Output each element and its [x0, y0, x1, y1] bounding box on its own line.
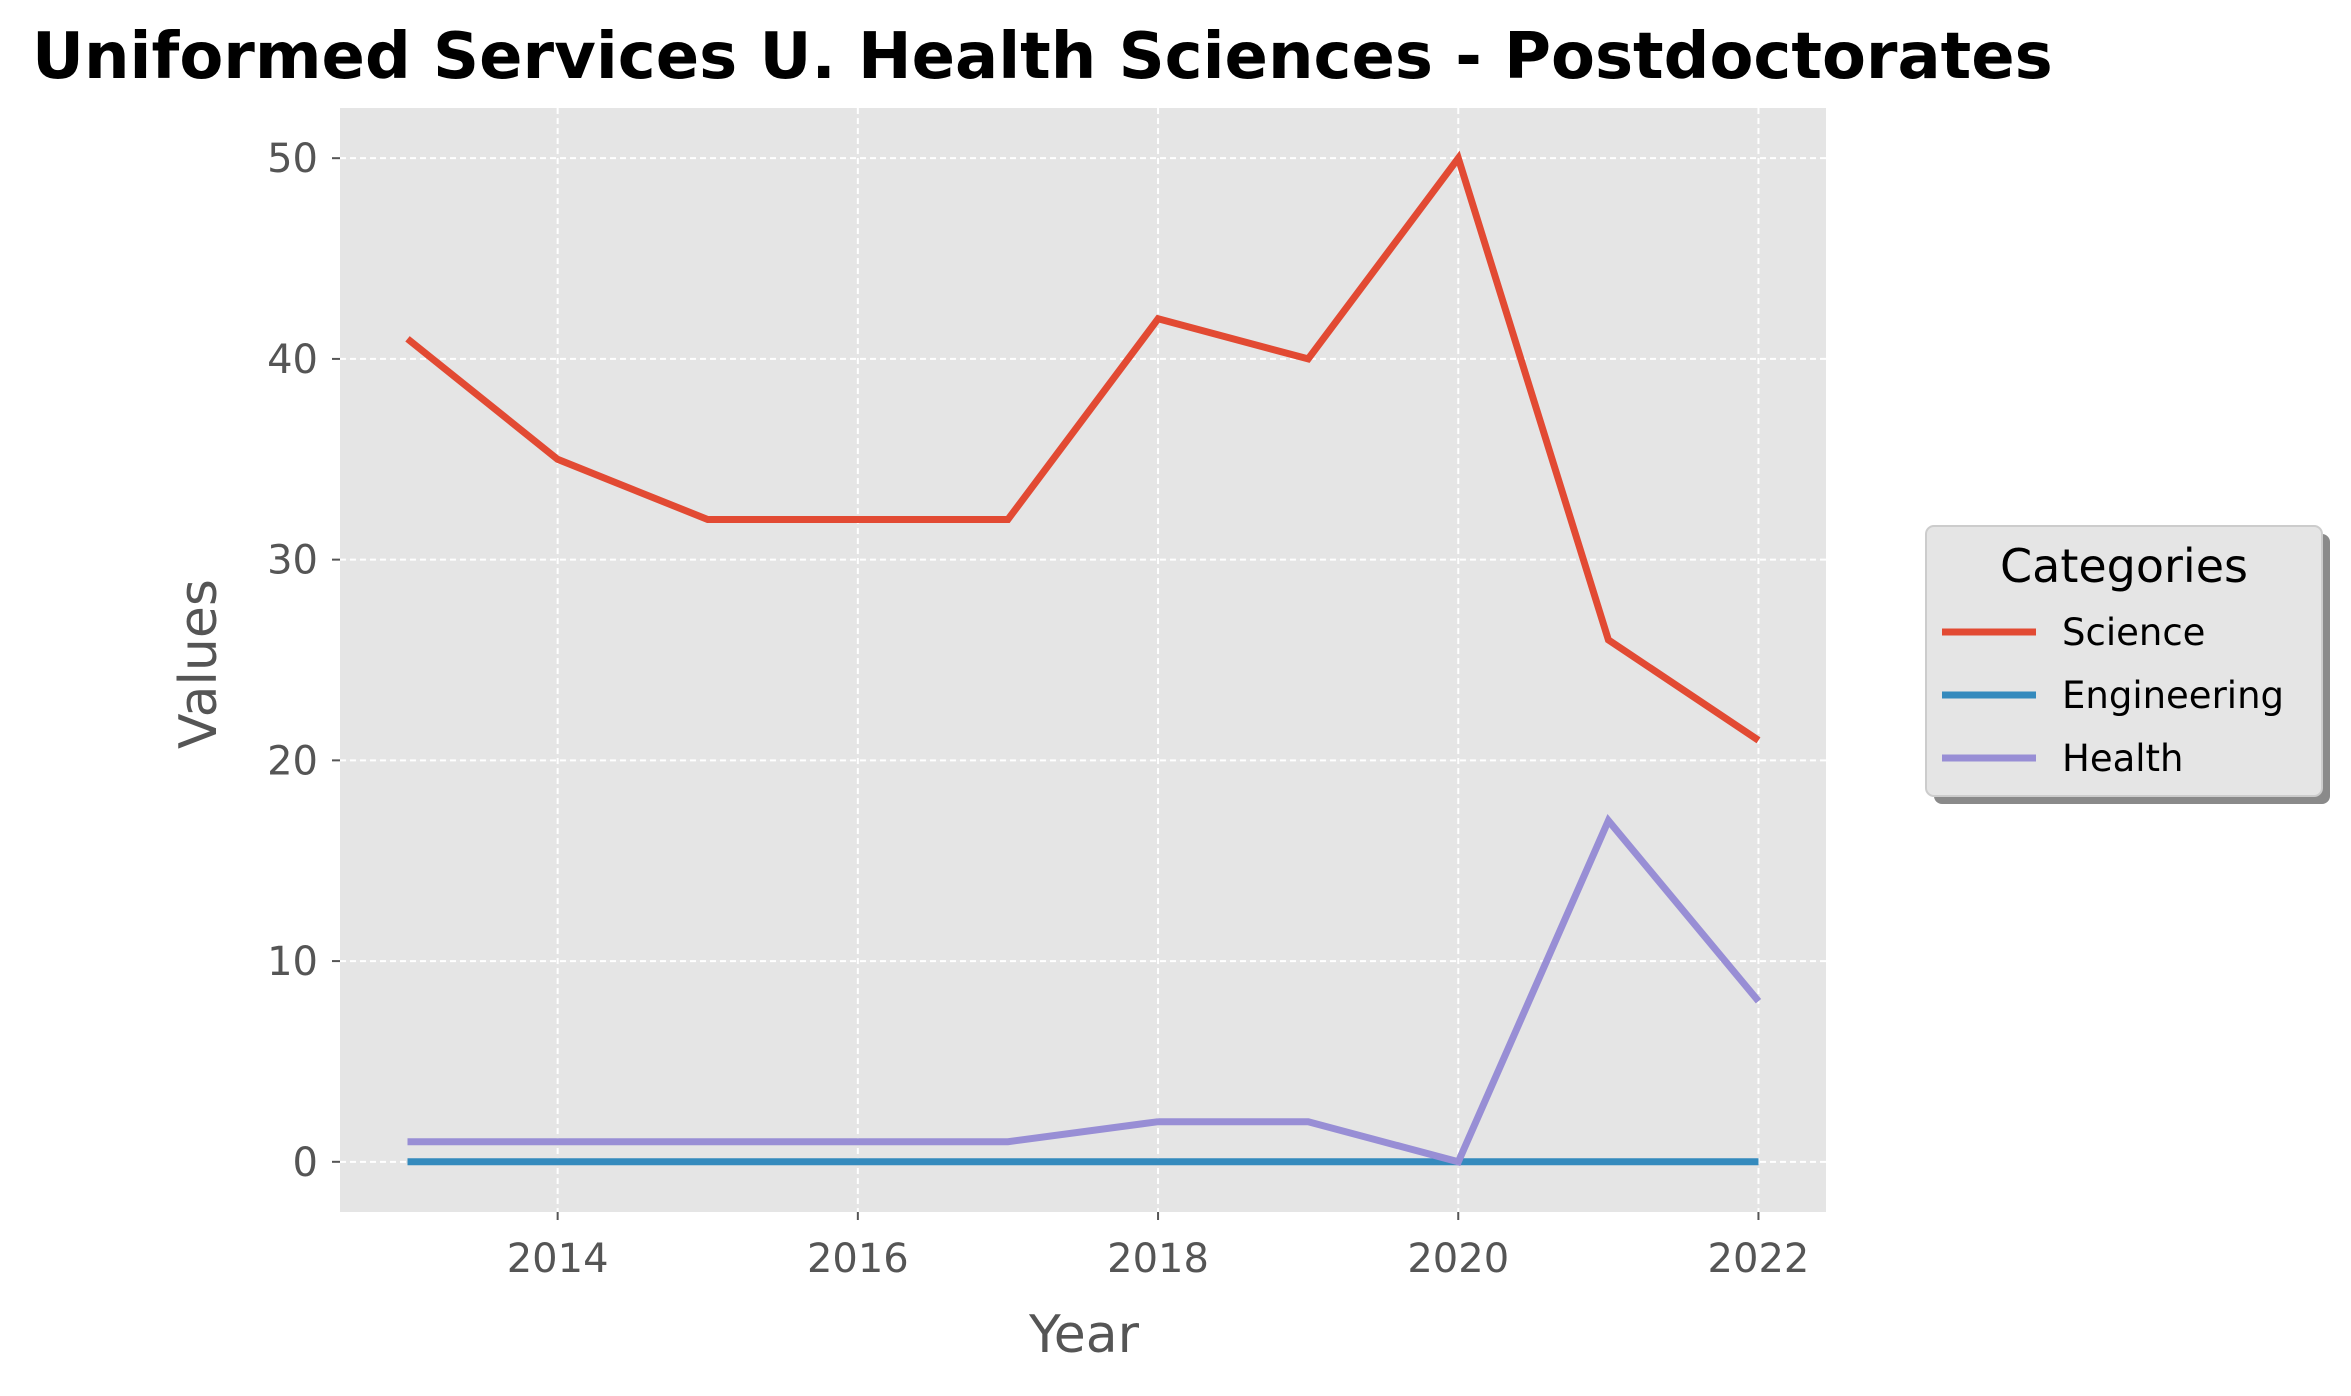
legend-label-science: Science [2062, 611, 2205, 654]
x-tick-label: 2018 [1107, 1236, 1209, 1282]
x-axis-label: Year [1028, 1305, 1140, 1365]
y-tick-label: 40 [267, 337, 318, 383]
y-tick-label: 10 [267, 939, 318, 985]
y-tick-label: 20 [267, 738, 318, 784]
legend-title: Categories [2000, 539, 2248, 593]
y-tick-label: 30 [267, 538, 318, 584]
legend: Categories Science Engineering Health [1925, 525, 2330, 804]
x-tick-label: 2014 [507, 1236, 609, 1282]
legend-items: Science Engineering Health [1942, 611, 2284, 780]
y-tick-label: 0 [293, 1140, 318, 1186]
series-line-science [405, 150, 1761, 744]
plot-area [340, 108, 1826, 1212]
chart-title: Uniformed Services U. Health Sciences - … [32, 20, 2053, 94]
series-line-health [407, 814, 1762, 1166]
y-axis-label: Values [169, 579, 229, 749]
legend-box [1925, 525, 2323, 797]
legend-label-engineering: Engineering [2062, 674, 2284, 717]
x-tick-label: 2020 [1407, 1236, 1509, 1282]
y-axis-ticks: 0 10 20 30 40 50 [267, 136, 340, 1186]
series-lines [405, 150, 1762, 1166]
x-tick-label: 2016 [807, 1236, 909, 1282]
x-axis-ticks: 2014 2016 2018 2020 2022 [507, 1212, 1810, 1282]
x-tick-label: 2022 [1708, 1236, 1810, 1282]
legend-label-health: Health [2062, 737, 2184, 780]
y-tick-label: 50 [267, 136, 318, 182]
